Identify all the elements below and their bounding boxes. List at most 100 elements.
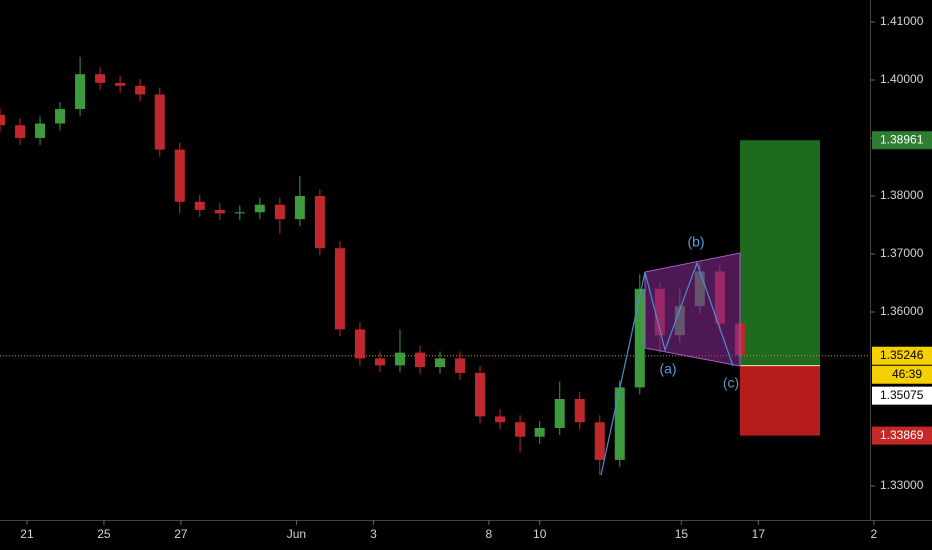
x-tick-label: 3 [370, 527, 377, 541]
candle [95, 67, 106, 90]
candle [294, 175, 305, 227]
candle [534, 421, 545, 444]
candle [75, 56, 86, 116]
candle [15, 118, 26, 145]
candle [634, 274, 645, 395]
x-tick-label: 10 [533, 527, 547, 541]
candle [214, 202, 225, 221]
candle [554, 381, 565, 435]
candle [354, 322, 365, 366]
last-price-label-bg [872, 346, 932, 365]
candle-body [414, 352, 425, 368]
candle-body [254, 204, 265, 213]
candle-body [534, 428, 545, 437]
candle-body [495, 416, 506, 423]
candle [374, 351, 385, 373]
candle-body [554, 399, 565, 429]
wave-label: (b) [687, 234, 704, 250]
candle-body [234, 212, 245, 214]
entry-label: 1.35075 [880, 388, 924, 402]
candle-body [334, 248, 345, 330]
candle-body [214, 209, 225, 214]
candle-body [515, 422, 526, 437]
target-label: 1.38961 [880, 132, 924, 146]
candle [174, 142, 185, 214]
candle [614, 380, 625, 467]
candle [194, 194, 205, 217]
candle [435, 351, 446, 375]
candle-body [354, 329, 365, 359]
candle [495, 409, 506, 430]
x-tick-label: 8 [486, 527, 493, 541]
candle [475, 365, 486, 424]
target-zone [740, 140, 820, 366]
candle-body [394, 352, 405, 366]
candle [594, 415, 605, 475]
candle-body [75, 74, 86, 109]
candle [154, 87, 165, 157]
candle [115, 75, 126, 93]
last-price-label: 1.35246 [880, 348, 924, 362]
x-tick-label: 17 [752, 527, 766, 541]
x-tick-label: 15 [675, 527, 689, 541]
stop-label: 1.33869 [880, 428, 924, 442]
entry-label-bg [872, 386, 932, 405]
y-tick-label: 1.41000 [880, 14, 924, 28]
x-tick-label: 2 [871, 527, 878, 541]
y-tick-label: 1.36000 [880, 304, 924, 318]
candle-body [475, 372, 486, 417]
candle-body [314, 195, 325, 249]
candle-body [594, 422, 605, 460]
candle [0, 107, 5, 133]
candle [254, 197, 265, 220]
wave-label: (a) [659, 361, 676, 377]
candle-body [274, 204, 285, 220]
candle-body [35, 123, 46, 138]
candle [274, 197, 285, 234]
candle [314, 189, 325, 256]
y-tick-label: 1.40000 [880, 72, 924, 86]
candle [334, 241, 345, 337]
candle [234, 205, 245, 221]
y-tick-label: 1.38000 [880, 188, 924, 202]
countdown-bg [872, 365, 932, 384]
wave-channel [644, 252, 741, 367]
candle-body [174, 149, 185, 202]
candle-body [55, 108, 66, 124]
wave-line [600, 261, 734, 476]
candle-body [574, 399, 585, 423]
candle-body [614, 387, 625, 460]
candle-body [154, 94, 165, 150]
candle-body [0, 114, 5, 126]
x-tick-label: 27 [174, 527, 188, 541]
candle [135, 78, 146, 102]
candle-body [455, 358, 466, 373]
y-tick-label: 1.33000 [880, 478, 924, 492]
wave-label: (c) [723, 375, 739, 391]
candle [455, 351, 466, 380]
candle-body [194, 201, 205, 210]
candle-body [115, 82, 126, 86]
target-label-bg [872, 131, 932, 150]
candle-body [95, 74, 106, 83]
candle-body [435, 358, 446, 368]
x-tick-label: 21 [20, 527, 34, 541]
candle [55, 102, 66, 131]
candle [35, 116, 46, 145]
x-tick-label: 25 [97, 527, 111, 541]
candle [515, 415, 526, 453]
y-tick-label: 1.37000 [880, 246, 924, 260]
stop-zone [740, 365, 820, 436]
countdown: 46:39 [892, 367, 922, 381]
candle-body [634, 288, 645, 388]
candle [394, 329, 405, 373]
candle [414, 345, 425, 375]
x-tick-label: Jun [287, 527, 306, 541]
candle-body [374, 358, 385, 366]
candle-body [135, 85, 146, 95]
candle-body [15, 125, 26, 138]
candle [574, 392, 585, 430]
candle-body [294, 195, 305, 220]
